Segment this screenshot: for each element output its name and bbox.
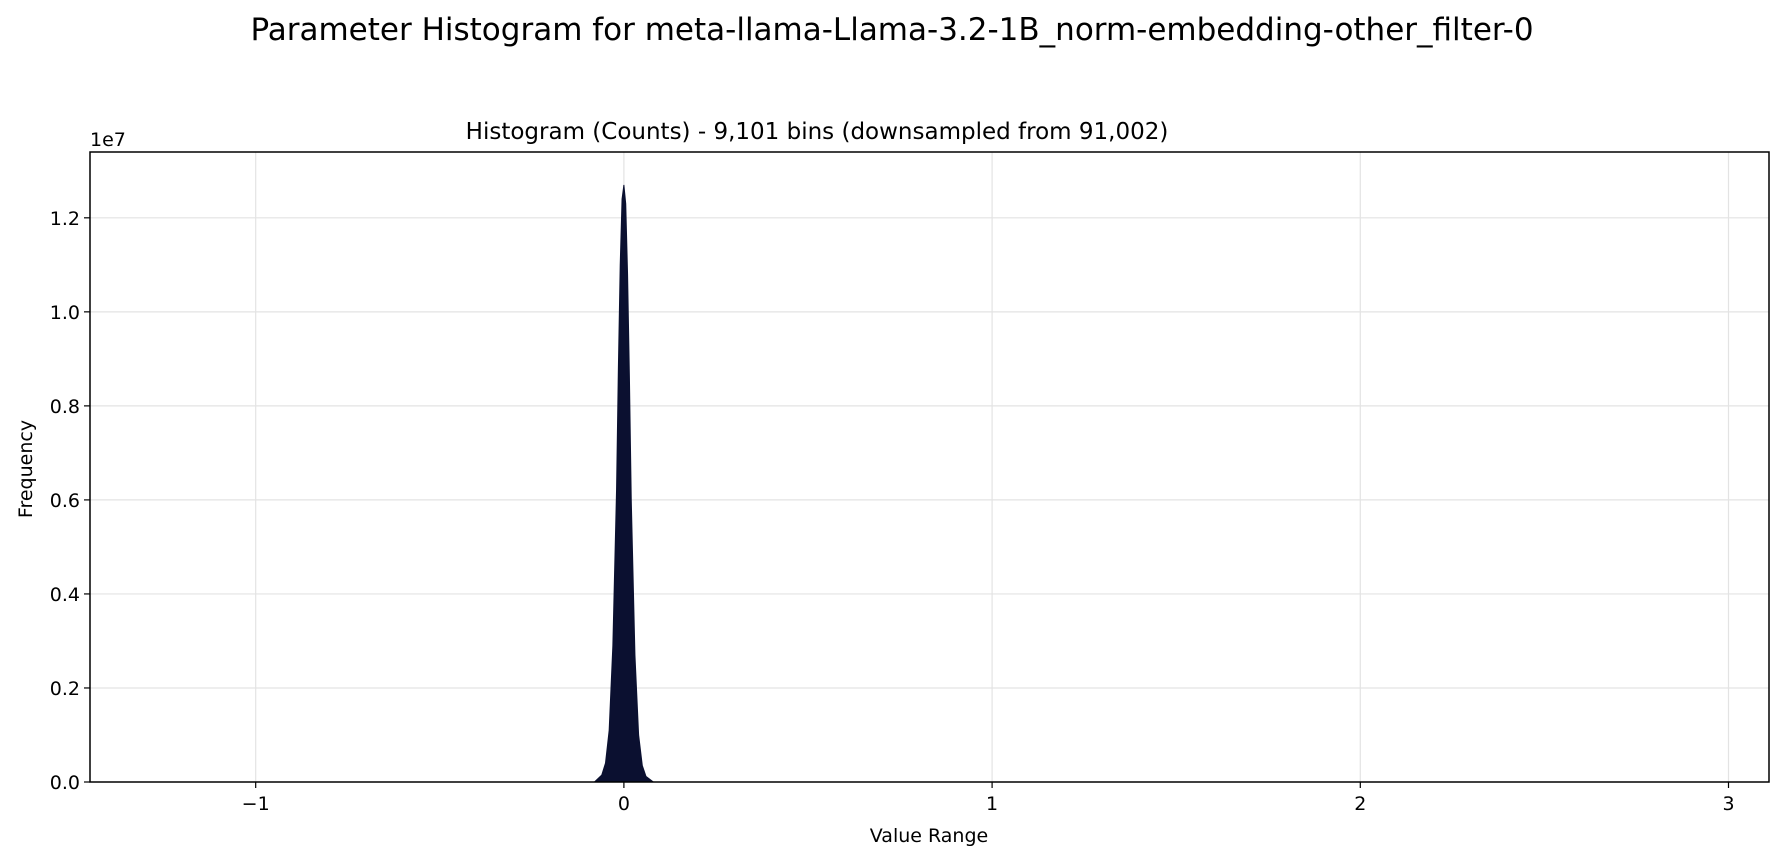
y-tick-label: 0.0 bbox=[50, 772, 80, 794]
x-tick-label: 3 bbox=[1722, 793, 1734, 815]
histogram-area bbox=[593, 184, 655, 783]
x-tick-label: 0 bbox=[618, 793, 630, 815]
x-tick-label: 1 bbox=[986, 793, 998, 815]
y-tick-label: 1.2 bbox=[50, 208, 80, 230]
x-tick-label: 2 bbox=[1354, 793, 1366, 815]
y-tick-label: 1.0 bbox=[50, 302, 80, 324]
y-axis-label: Frequency bbox=[15, 420, 37, 518]
plot-frame bbox=[89, 151, 1770, 783]
y-tick-label: 0.4 bbox=[50, 584, 80, 606]
histogram-area-layer bbox=[593, 184, 655, 783]
y-tick-label: 0.8 bbox=[50, 396, 80, 418]
figure-suptitle: Parameter Histogram for meta-llama-Llama… bbox=[250, 12, 1533, 48]
axis-ticks: −1 0 1 2 3 0.0 0.2 0.4 0.6 0.8 1.0 1.2 bbox=[50, 208, 1735, 815]
axes-title: Histogram (Counts) - 9,101 bins (downsam… bbox=[466, 119, 1169, 145]
y-tick-label: 0.2 bbox=[50, 678, 80, 700]
x-tick-label: −1 bbox=[242, 793, 270, 815]
x-axis-label: Value Range bbox=[870, 825, 988, 847]
y-offset-text: 1e7 bbox=[90, 129, 126, 151]
grid-lines bbox=[90, 152, 1769, 782]
y-tick-label: 0.6 bbox=[50, 490, 80, 512]
